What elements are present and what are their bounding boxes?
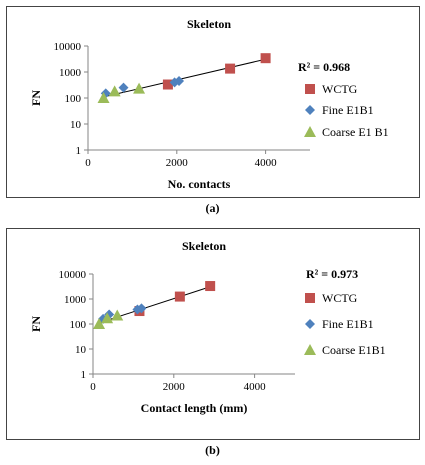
chart-a-legend-marker-diamond [305, 105, 315, 115]
chart-b-y-label: FN [29, 316, 43, 332]
chart-b-legend-marker-square [305, 293, 315, 303]
chart-b-title: Skeleton [182, 239, 226, 253]
chart-a-legend-marker-square [305, 84, 315, 94]
chart-b-point-square [174, 291, 185, 302]
chart-a-ytick-label: 10 [70, 119, 82, 131]
chart-a-legend-label: Fine E1B1 [322, 103, 374, 117]
chart-a-y-label: FN [29, 90, 43, 106]
chart-b-ytick-label: 1000 [64, 294, 87, 306]
chart-panel-a [6, 6, 420, 198]
chart-a-ytick-label: 1000 [59, 67, 82, 79]
chart-a-xtick-label: 0 [85, 157, 91, 169]
chart-a-ytick-label: 1 [76, 145, 82, 157]
chart-a-point-square [225, 63, 236, 74]
chart-a-point-diamond [174, 76, 185, 87]
chart-b-r2-annotation: R² = 0.973 [306, 267, 358, 281]
chart-b-xtick-label: 4000 [244, 381, 267, 393]
chart-b-legend-label: WCTG [322, 291, 358, 305]
chart-b-xtick-label: 2000 [163, 381, 186, 393]
chart-b-xtick-label: 0 [90, 381, 96, 393]
caption-a: (a) [205, 201, 220, 215]
chart-a-ytick-label: 100 [65, 93, 82, 105]
caption-b: (b) [205, 443, 220, 457]
chart-b-legend-marker-diamond [305, 319, 315, 329]
chart-b-ytick-label: 1 [81, 369, 87, 381]
chart-a-legend-label: WCTG [322, 82, 358, 96]
chart-a-xtick-label: 4000 [255, 157, 278, 169]
chart-a-point-triangle [97, 92, 110, 103]
chart-a-point-triangle [108, 85, 121, 97]
chart-b-ytick-label: 10 [75, 344, 87, 356]
chart-b-legend-marker-triangle [304, 344, 316, 355]
chart-a-point-diamond [118, 82, 129, 93]
chart-a-x-label: No. contacts [168, 177, 231, 191]
chart-b-legend-label: Fine E1B1 [322, 317, 374, 331]
chart-a-trendline [103, 58, 266, 98]
chart-b-point-triangle [101, 312, 114, 324]
chart-b-point-triangle [93, 318, 106, 329]
chart-a-point-square [260, 53, 271, 64]
chart-a-xtick-label: 2000 [166, 157, 189, 169]
chart-b-legend-label: Coarse E1B1 [322, 343, 386, 357]
chart-b-point-triangle [111, 309, 124, 321]
chart-a-point-triangle [133, 82, 146, 94]
chart-b-ytick-label: 100 [70, 319, 87, 331]
chart-a-legend-label: Coarse E1 B1 [322, 125, 389, 139]
chart-a-ytick-label: 10000 [54, 41, 82, 53]
chart-a-title: Skeleton [187, 17, 231, 31]
chart-b-ytick-label: 10000 [59, 269, 87, 281]
chart-panel-b [6, 228, 420, 440]
chart-b-point-square [205, 281, 216, 292]
chart-b-point-diamond [136, 303, 147, 314]
chart-a-r2-annotation: R² = 0.968 [298, 60, 350, 74]
chart-a-legend-marker-triangle [304, 126, 316, 137]
chart-a-point-square [162, 79, 173, 90]
chart-b-x-label: Contact length (mm) [141, 401, 248, 415]
